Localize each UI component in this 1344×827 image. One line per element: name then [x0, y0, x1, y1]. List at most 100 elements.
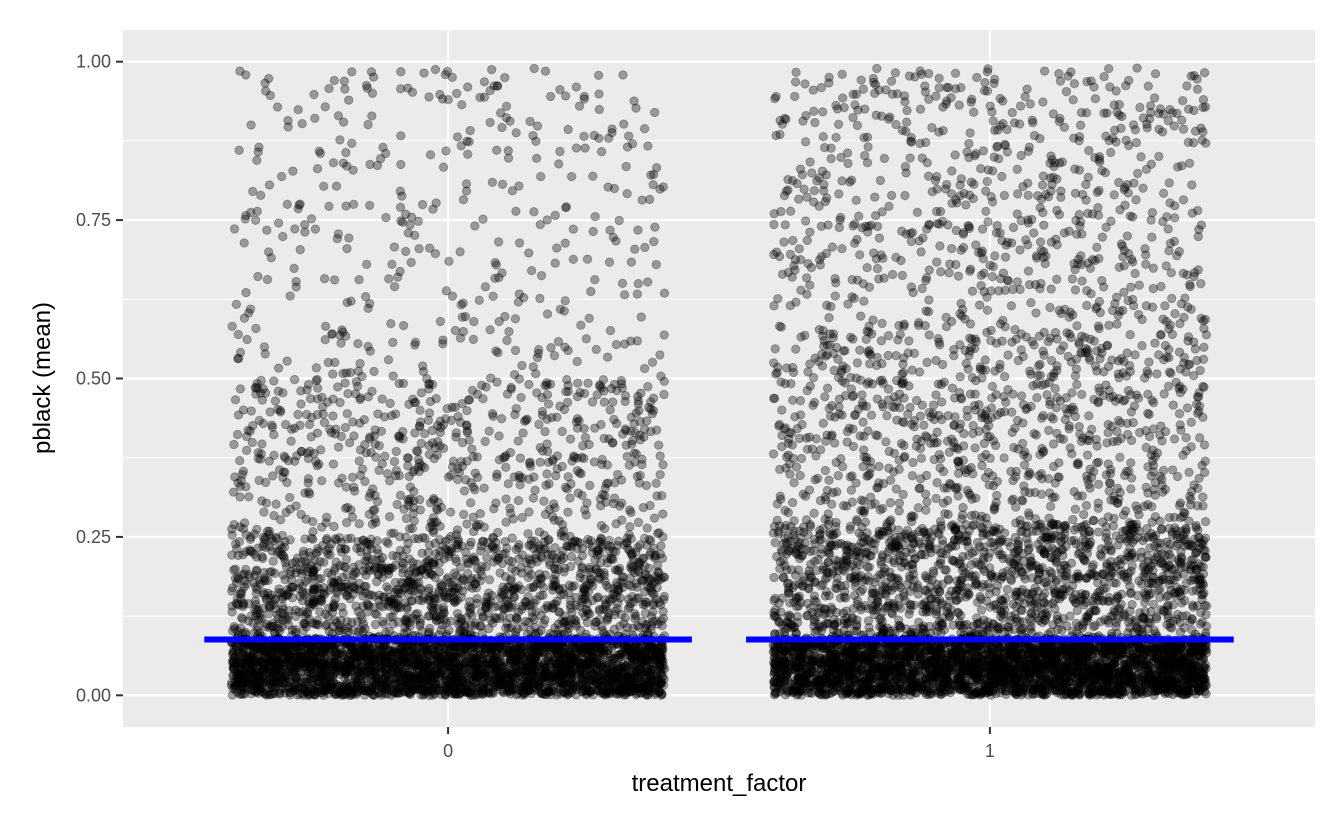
data-point	[434, 644, 445, 655]
data-point	[597, 454, 607, 465]
data-point	[327, 329, 337, 339]
data-point	[259, 567, 269, 578]
data-point	[389, 599, 399, 609]
data-point	[584, 313, 594, 323]
data-point	[619, 339, 630, 349]
data-point	[556, 530, 566, 541]
data-point	[253, 147, 263, 157]
data-point	[560, 238, 570, 248]
data-point	[617, 649, 627, 659]
data-point	[251, 323, 261, 334]
data-point	[581, 334, 591, 344]
data-point	[292, 553, 303, 563]
data-point	[241, 445, 252, 455]
data-point	[373, 409, 383, 419]
data-point	[655, 469, 665, 480]
data-point	[464, 137, 474, 147]
data-point	[568, 254, 578, 264]
data-point	[509, 369, 520, 380]
data-point	[406, 212, 417, 222]
data-point	[303, 687, 313, 697]
data-point	[631, 578, 641, 589]
data-point	[354, 275, 364, 285]
data-point	[497, 611, 508, 621]
data-point	[452, 88, 462, 99]
data-point	[552, 243, 562, 253]
data-point	[467, 667, 477, 677]
data-point	[480, 436, 490, 447]
data-point	[317, 522, 327, 532]
data-point	[599, 433, 609, 444]
data-point	[246, 406, 256, 416]
data-point	[502, 648, 513, 658]
data-point	[631, 449, 641, 459]
data-point	[494, 431, 504, 441]
data-point	[610, 653, 620, 664]
data-point	[398, 568, 408, 578]
grid-lines	[123, 30, 1315, 727]
data-point	[362, 259, 372, 269]
data-point	[444, 256, 454, 266]
data-point	[657, 688, 667, 699]
data-point	[542, 469, 552, 479]
data-point	[359, 415, 369, 425]
data-point	[252, 584, 262, 594]
data-point	[227, 586, 237, 596]
data-point	[273, 404, 283, 415]
data-point	[311, 363, 322, 373]
data-point	[487, 64, 497, 75]
data-point	[395, 545, 405, 555]
data-point	[606, 383, 617, 394]
data-point	[398, 320, 409, 331]
data-point	[533, 628, 544, 638]
data-point	[583, 378, 593, 388]
data-point	[282, 615, 293, 625]
data-point	[626, 257, 637, 267]
data-point	[531, 153, 542, 163]
data-point	[424, 440, 434, 451]
data-point	[239, 642, 249, 652]
data-point	[416, 438, 426, 449]
data-point	[474, 295, 484, 305]
data-point	[647, 409, 657, 419]
data-point	[264, 180, 275, 190]
data-point	[276, 646, 287, 656]
data-point	[580, 143, 590, 153]
data-point	[618, 663, 628, 673]
data-point	[471, 520, 482, 530]
data-point	[320, 609, 330, 619]
data-point	[459, 622, 470, 632]
data-point	[383, 680, 393, 690]
data-point	[614, 686, 624, 696]
data-point	[443, 662, 453, 672]
data-points	[226, 63, 1212, 700]
data-point	[227, 321, 237, 331]
data-point	[502, 389, 513, 399]
data-point	[346, 296, 356, 306]
data-point	[329, 521, 339, 532]
data-point	[403, 461, 413, 471]
data-point	[344, 233, 354, 243]
data-point	[487, 177, 498, 187]
data-point	[599, 397, 609, 407]
data-point	[529, 63, 539, 74]
data-point	[424, 611, 434, 621]
data-point	[302, 448, 312, 458]
data-point	[575, 387, 585, 398]
data-point	[264, 456, 274, 466]
data-point	[439, 554, 449, 564]
data-point	[472, 452, 482, 462]
data-point	[308, 517, 318, 527]
data-point	[245, 649, 256, 659]
data-point	[648, 579, 658, 589]
data-point	[402, 453, 413, 463]
data-point	[372, 497, 383, 507]
data-point	[227, 530, 237, 540]
data-point	[233, 478, 243, 488]
data-point	[579, 424, 589, 434]
data-point	[617, 515, 627, 525]
data-point	[522, 414, 532, 424]
data-point	[512, 663, 522, 673]
data-point	[317, 392, 327, 402]
data-point	[656, 371, 666, 381]
